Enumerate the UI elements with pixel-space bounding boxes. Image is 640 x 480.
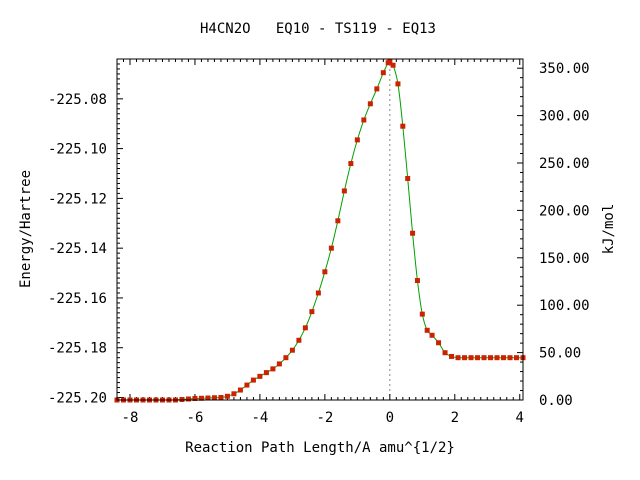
x-tick-label: 4: [516, 410, 524, 426]
data-point: [244, 382, 250, 388]
data-point: [309, 309, 315, 315]
x-tick-label: -2: [316, 410, 333, 426]
data-point: [481, 355, 487, 361]
data-point: [468, 355, 474, 361]
data-point: [348, 161, 354, 167]
y-tick-label: -225.12: [48, 191, 107, 207]
plot-frame: [116, 58, 524, 401]
x-tick-label: -8: [122, 410, 139, 426]
data-point: [455, 355, 461, 361]
x-axis-label: Reaction Path Length/A amu^{1/2}: [185, 440, 455, 456]
data-point: [283, 355, 289, 361]
data-point: [250, 377, 256, 383]
data-point: [442, 350, 448, 356]
y2-tick-label: 350.00: [539, 61, 590, 77]
data-point: [501, 355, 507, 361]
data-point: [436, 340, 442, 346]
y2-tick-label: 0.00: [539, 393, 573, 409]
data-point: [449, 353, 455, 359]
data-point: [488, 355, 494, 361]
data-point: [270, 366, 276, 372]
y-axis-label: Energy/Hartree: [18, 170, 34, 288]
data-point: [276, 361, 282, 367]
y2-tick-label: 100.00: [539, 298, 590, 314]
data-point: [198, 395, 204, 401]
data-point: [224, 393, 230, 399]
energy-curve: [117, 60, 523, 401]
y2-tick-label: 250.00: [539, 156, 590, 172]
y-tick-label: -225.16: [48, 291, 107, 307]
x-tick-label: -4: [251, 410, 268, 426]
data-point: [424, 327, 430, 333]
data-point: [380, 70, 386, 76]
y2-axis-label: kJ/mol: [601, 204, 617, 255]
y-tick-label: -225.14: [48, 241, 107, 257]
data-point: [514, 355, 519, 361]
data-point: [289, 347, 295, 353]
data-point: [192, 396, 198, 402]
plot-area: -8 -6 -4 -2 0 2 4 -225.20 -225.18 -225.16 -225.14 -…: [48, 58, 590, 426]
data-point: [257, 373, 263, 379]
data-point: [395, 81, 401, 87]
y2-tick-label: 150.00: [539, 251, 590, 267]
data-point: [322, 269, 328, 275]
data-point: [211, 395, 217, 401]
data-point: [475, 355, 481, 361]
data-point: [361, 117, 367, 123]
data-point: [405, 175, 411, 181]
data-point: [374, 86, 380, 92]
y-tick-label: -225.20: [48, 391, 107, 407]
x-tick-label: 2: [451, 410, 459, 426]
y2-tick-label: 300.00: [539, 109, 590, 125]
data-point: [390, 62, 396, 68]
data-point: [205, 395, 211, 401]
data-point: [231, 391, 237, 397]
data-point: [185, 396, 191, 402]
data-point: [410, 230, 416, 236]
y-tick-label: -225.08: [48, 92, 107, 108]
data-point: [218, 395, 224, 401]
y-tick-label: -225.10: [48, 142, 107, 158]
x-tick-label: 0: [386, 410, 394, 426]
data-point: [400, 123, 406, 129]
data-point: [429, 332, 435, 338]
data-point: [341, 188, 347, 194]
data-point: [367, 101, 373, 107]
data-point: [237, 387, 243, 393]
y2-tick-label: 50.00: [539, 346, 581, 362]
data-point: [302, 325, 308, 331]
x-tick-label: -6: [187, 410, 204, 426]
y2-tick-label: 200.00: [539, 203, 590, 219]
y-tick-label: -225.18: [48, 341, 107, 357]
data-point: [462, 355, 468, 361]
data-point: [315, 290, 321, 296]
data-point: [419, 311, 425, 317]
data-point: [328, 245, 334, 251]
data-point: [354, 137, 360, 143]
data-point: [296, 337, 302, 343]
data-point: [263, 370, 269, 376]
chart-title: H4CN2O EQ10 - TS119 - EQ13: [200, 21, 436, 37]
data-point: [335, 218, 341, 224]
data-point: [507, 355, 513, 361]
data-point: [494, 355, 500, 361]
data-point: [387, 58, 393, 64]
data-point: [414, 278, 420, 284]
